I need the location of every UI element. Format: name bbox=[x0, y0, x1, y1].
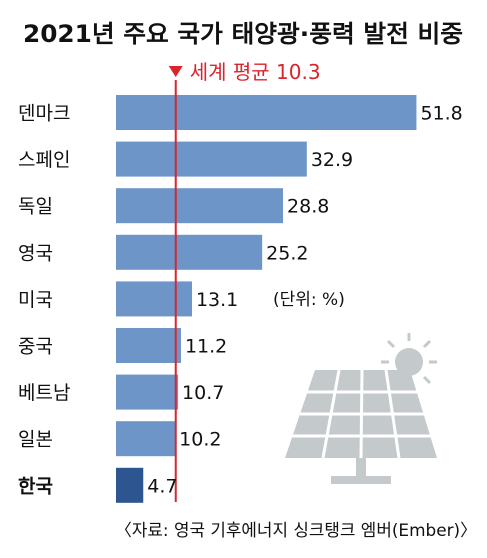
sun-icon bbox=[381, 333, 437, 385]
value-label-1: 32.9 bbox=[311, 149, 353, 171]
category-label-3: 영국 bbox=[18, 242, 53, 264]
value-label-2: 28.8 bbox=[287, 196, 329, 218]
value-label-5: 11.2 bbox=[185, 336, 227, 358]
bar-5 bbox=[116, 328, 181, 363]
value-label-4: 13.1 bbox=[196, 289, 238, 311]
category-label-0: 덴마크 bbox=[18, 103, 70, 125]
bar-1 bbox=[116, 141, 307, 177]
category-label-8: 한국 bbox=[18, 475, 53, 497]
value-label-7: 10.2 bbox=[179, 429, 221, 451]
category-label-7: 일본 bbox=[18, 429, 53, 451]
chart-title: 2021년 주요 국가 태양광·풍력 발전 비중 bbox=[23, 20, 463, 48]
bar-7 bbox=[116, 421, 176, 457]
category-label-1: 스페인 bbox=[18, 149, 70, 171]
category-label-5: 중국 bbox=[18, 336, 53, 358]
value-label-8: 4.7 bbox=[147, 475, 177, 497]
value-label-6: 10.7 bbox=[182, 382, 224, 404]
bar-3 bbox=[116, 234, 263, 270]
category-label-4: 미국 bbox=[18, 289, 53, 311]
bar-8 bbox=[116, 467, 144, 503]
category-label-2: 독일 bbox=[18, 196, 53, 218]
bar-0 bbox=[116, 95, 417, 130]
value-label-3: 25.2 bbox=[266, 242, 308, 264]
solar-panel-icon bbox=[285, 333, 437, 484]
bar-2 bbox=[116, 188, 284, 224]
source-note: 〈자료: 영국 기후에너지 싱크탱크 엠버(Ember)〉 bbox=[115, 521, 477, 541]
category-label-6: 베트남 bbox=[18, 382, 70, 404]
reference-marker-icon bbox=[168, 66, 183, 77]
bar-6 bbox=[116, 374, 179, 410]
value-label-0: 51.8 bbox=[420, 103, 462, 125]
bar-4 bbox=[116, 281, 192, 317]
reference-line-label: 세계 평균 10.3 bbox=[190, 60, 321, 84]
unit-note: (단위: %) bbox=[273, 290, 345, 310]
